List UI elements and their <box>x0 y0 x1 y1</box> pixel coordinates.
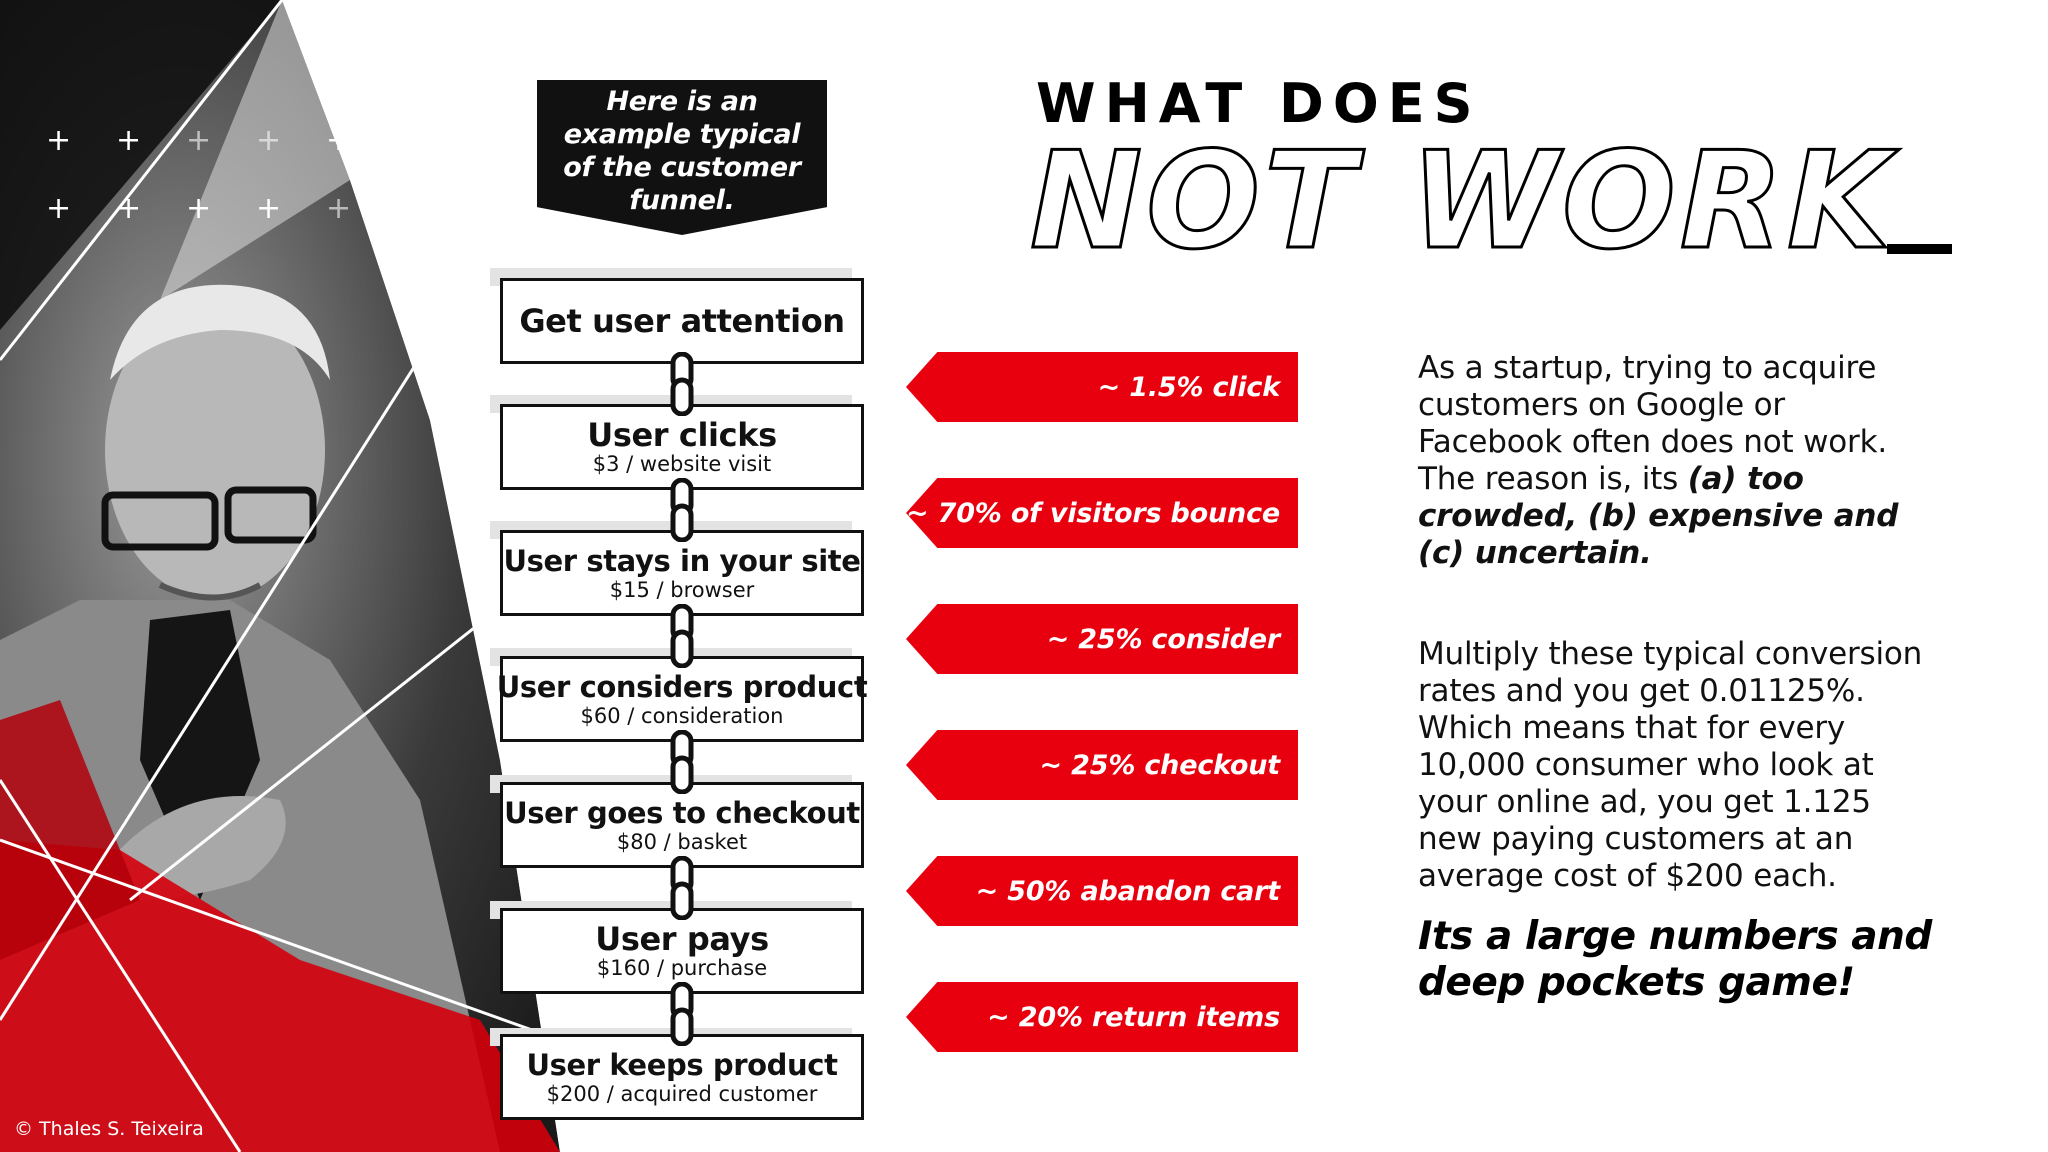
plus-icon: + <box>396 191 422 226</box>
funnel-step-cost: $200 / acquired customer <box>546 1082 818 1106</box>
plus-icon: + <box>256 191 282 226</box>
plus-icon: + <box>46 191 72 226</box>
funnel-step-cost: $15 / browser <box>609 578 755 602</box>
funnel-step-label: Get user attention <box>519 302 845 340</box>
chain-link-icon <box>670 604 694 668</box>
rate-arrow-consider: ~ 25% consider <box>906 604 1298 674</box>
plus-icon: + <box>116 191 142 226</box>
plus-icon: + <box>466 123 492 158</box>
chain-link-icon <box>670 856 694 920</box>
funnel-step-keeps: User keeps product $200 / acquired custo… <box>500 1034 864 1120</box>
rate-label: ~ 20% return items <box>987 1001 1280 1033</box>
plus-icon: + <box>396 123 422 158</box>
funnel-step-cost: $3 / website visit <box>592 452 772 476</box>
funnel-step-label: User stays in your site <box>503 544 861 578</box>
explanation-paragraph-2: Multiply these typical conversion rates … <box>1418 636 1923 894</box>
plus-icon: + <box>256 123 282 158</box>
callout-text: Here is an example typical of the custom… <box>563 86 801 216</box>
plus-icon: + <box>116 123 142 158</box>
funnel-step-label: User goes to checkout <box>504 796 860 830</box>
heading-not-work: NOT WORK <box>1029 123 1895 279</box>
funnel-step-label: User pays <box>595 920 769 958</box>
plus-icon: + <box>186 123 212 158</box>
rate-arrow-return: ~ 20% return items <box>906 982 1298 1052</box>
chain-link-icon <box>670 352 694 416</box>
plus-icon: + <box>326 123 352 158</box>
rate-arrow-click: ~ 1.5% click <box>906 352 1298 422</box>
funnel-step-label: User considers product <box>496 670 868 704</box>
funnel-step-cost: $80 / basket <box>616 830 748 854</box>
rate-label: ~ 1.5% click <box>1097 371 1281 403</box>
rate-arrow-abandon: ~ 50% abandon cart <box>906 856 1298 926</box>
plus-icon: + <box>186 191 212 226</box>
rate-label: ~ 25% checkout <box>1039 749 1281 781</box>
heading-underscore <box>1887 244 1952 254</box>
tagline: Its a large numbers and deep pockets gam… <box>1418 914 1932 1005</box>
paragraph-1-text: As a startup, trying to acquire customer… <box>1418 350 1887 497</box>
rate-arrow-checkout: ~ 25% checkout <box>906 730 1298 800</box>
plus-icon: + <box>466 191 492 226</box>
plus-icon: + <box>46 123 72 158</box>
paragraph-1-emphasis: (a) too crowded, (b) expensive and (c) u… <box>1418 461 1899 571</box>
rate-label: ~ 50% abandon cart <box>975 875 1281 907</box>
funnel-step-label: User clicks <box>587 416 777 454</box>
chain-link-icon <box>670 478 694 542</box>
chain-link-icon <box>670 982 694 1046</box>
funnel-callout: Here is an example typical of the custom… <box>537 80 827 235</box>
funnel-step-cost: $60 / consideration <box>580 704 784 728</box>
rate-label: ~ 25% consider <box>1046 623 1281 655</box>
funnel-step-label: User keeps product <box>526 1048 838 1082</box>
funnel-step-attention: Get user attention <box>500 278 864 364</box>
heading-what-does: WHAT DOES <box>1036 72 1482 135</box>
chain-link-icon <box>670 730 694 794</box>
rate-arrow-bounce: ~ 70% of visitors bounce <box>906 478 1298 548</box>
funnel-step-cost: $160 / purchase <box>596 956 768 980</box>
copyright-notice: © Thales S. Teixeira <box>14 1118 204 1140</box>
plus-icon: + <box>326 191 352 226</box>
explanation-paragraph-1: As a startup, trying to acquire customer… <box>1418 350 1938 572</box>
rate-label: ~ 70% of visitors bounce <box>905 497 1280 529</box>
